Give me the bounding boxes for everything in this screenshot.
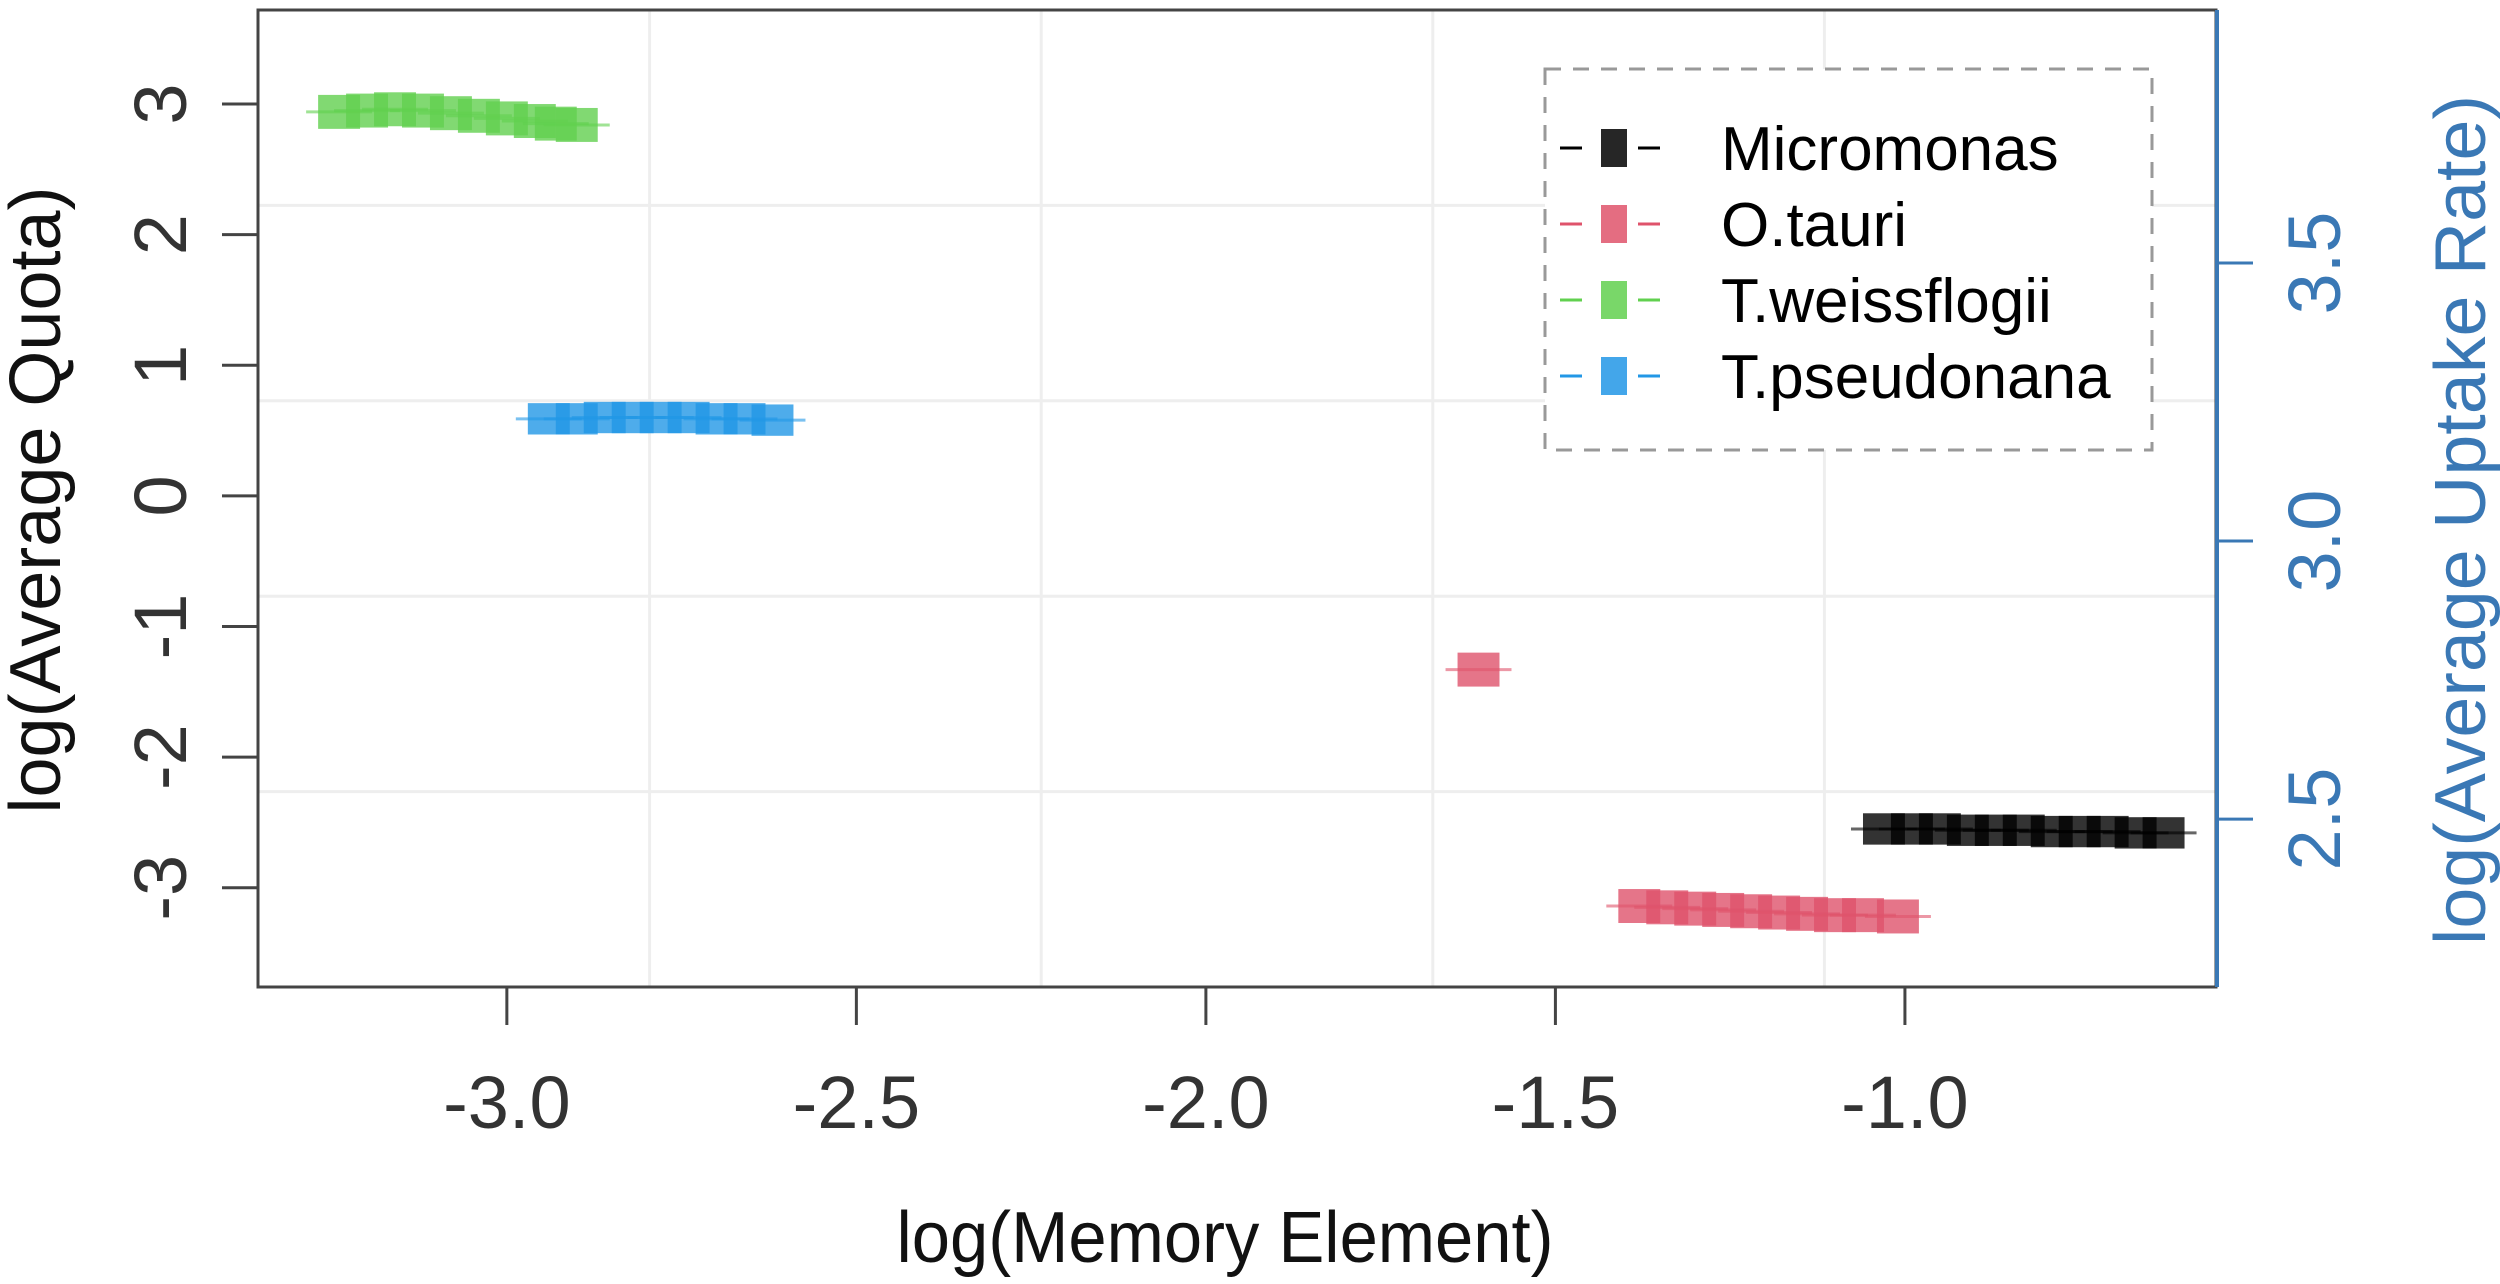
legend-label: T.pseudonana — [1721, 343, 2111, 412]
x-tick-label: -2.5 — [793, 1061, 921, 1144]
legend-marker — [1601, 281, 1627, 319]
legend-item: T.pseudonana — [1560, 343, 2111, 412]
data-point — [543, 107, 610, 142]
legend-marker — [1601, 205, 1627, 243]
y-axis-title: log(Average Quota) — [0, 186, 76, 813]
legend-item: O.tauri — [1560, 191, 1907, 260]
y-tick-label: 2 — [119, 214, 202, 255]
x-tick-label: -2.0 — [1142, 1061, 1270, 1144]
data-point — [739, 404, 806, 436]
y-tick-label: 0 — [119, 475, 202, 516]
y-right-tick-label: 2.5 — [2273, 768, 2356, 871]
data-point — [1445, 652, 1512, 687]
series-micromonas — [1850, 813, 2197, 849]
y-tick-label: -2 — [119, 724, 202, 790]
x-tick-label: -1.0 — [1841, 1061, 1969, 1144]
legend-item: T.weissflogii — [1560, 267, 2052, 336]
y-axis-right: 2.5 3.0 3.5 — [2217, 212, 2356, 871]
y-tick-label: 3 — [119, 83, 202, 124]
y-right-tick-label: 3.5 — [2273, 212, 2356, 315]
y-axis-right-title: log(Average Uptake Rate) — [2421, 95, 2500, 945]
legend-marker — [1601, 357, 1627, 395]
y-tick-label: -3 — [119, 855, 202, 921]
series-tweissflogii — [306, 92, 610, 142]
x-axis-title: log(Memory Element) — [897, 1198, 1554, 1278]
series-otauri — [1445, 652, 1931, 934]
y-tick-label: -1 — [119, 594, 202, 660]
x-axis: -3.0 -2.5 -2.0 -1.5 -1.0 — [443, 987, 1969, 1144]
y-axis-left: -3 -2 -1 0 1 2 3 — [119, 83, 260, 921]
data-point — [1864, 899, 1931, 934]
y-right-tick-label: 3.0 — [2273, 490, 2356, 593]
legend-marker — [1601, 129, 1627, 167]
x-tick-label: -3.0 — [443, 1061, 571, 1144]
legend: Micromonas O.tauri T.weissflogii T.pseudona… — [1543, 67, 2154, 452]
y-tick-label: 1 — [119, 345, 202, 386]
legend-label: O.tauri — [1721, 191, 1907, 260]
data-points — [306, 92, 2197, 934]
series-tpseudonana — [515, 401, 806, 436]
legend-box — [1543, 67, 2154, 452]
x-tick-label: -1.5 — [1492, 1061, 1620, 1144]
data-point — [2130, 817, 2197, 849]
legend-label: Micromonas — [1721, 115, 2059, 184]
legend-item: Micromonas — [1560, 115, 2059, 184]
legend-label: T.weissflogii — [1721, 267, 2052, 336]
